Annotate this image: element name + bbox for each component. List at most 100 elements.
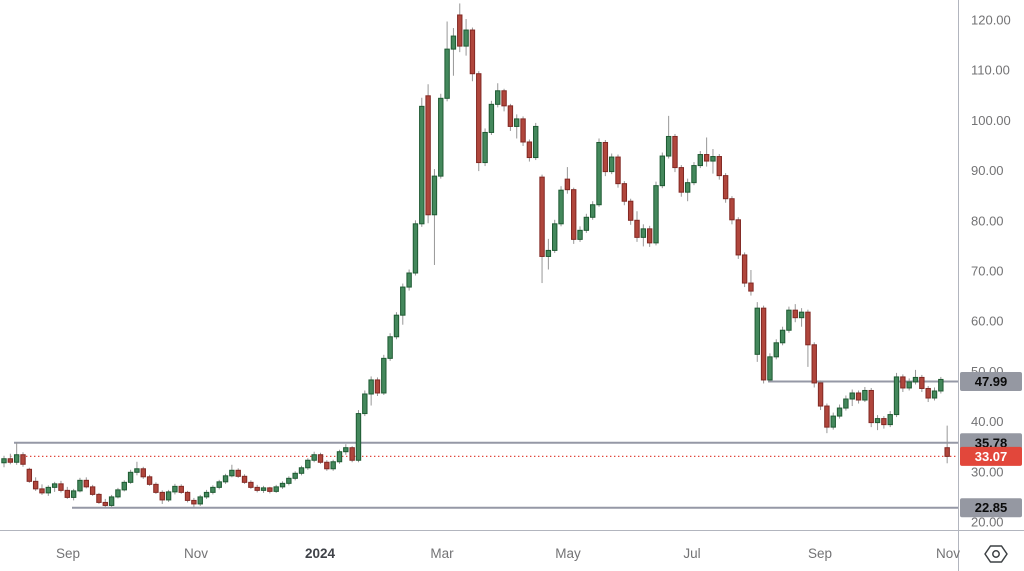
time-axis[interactable]: Sep Nov 2024 Mar May Jul Sep Nov (56, 546, 960, 561)
candle (539, 174, 545, 284)
candle (900, 374, 906, 392)
candle-body (425, 95, 431, 216)
candle-body (273, 486, 279, 492)
candle-body (697, 154, 703, 167)
candle-body (222, 475, 229, 483)
candle-body (564, 178, 571, 191)
candle-body (463, 29, 469, 47)
price-axis[interactable]: 20.0030.0040.0050.0060.0070.0080.0090.00… (971, 13, 1011, 530)
candle-body (58, 483, 64, 491)
candle-body (438, 97, 444, 177)
candle-body (729, 198, 735, 221)
candle-body (583, 216, 590, 231)
candle (254, 484, 260, 493)
candle (931, 387, 938, 401)
candle-body (874, 418, 881, 424)
candle (444, 21, 450, 102)
candle (336, 449, 343, 464)
candle-body (805, 311, 811, 346)
candle (229, 464, 235, 478)
candle-body (811, 344, 817, 384)
candle (235, 468, 241, 478)
level-price-badge-text: 47.99 (975, 374, 1008, 389)
candle-body (507, 105, 514, 127)
candle (305, 458, 311, 470)
candle-body (653, 185, 659, 244)
candle-body (900, 376, 906, 389)
candle-body (868, 389, 874, 424)
candle-body (26, 468, 33, 482)
candle (317, 452, 324, 464)
candle (381, 354, 387, 395)
candle-body (324, 461, 330, 470)
candle (786, 306, 792, 333)
candle (830, 412, 836, 430)
candle (672, 133, 678, 173)
candle-body (646, 228, 653, 244)
candle (374, 377, 381, 396)
candle-body (51, 483, 58, 488)
candle-body (248, 481, 254, 488)
candle-body (32, 480, 39, 490)
candle (577, 226, 583, 242)
candle-body (140, 468, 146, 478)
candle (760, 305, 767, 384)
candle-body (792, 309, 798, 319)
time-tick-label: Jul (683, 546, 700, 561)
candle (893, 372, 900, 418)
candle-body (77, 479, 83, 492)
candle-body (235, 469, 241, 477)
candle-body (210, 486, 216, 493)
price-tick-label: 70.00 (971, 264, 1004, 279)
candle (849, 389, 855, 407)
candle-body (419, 105, 425, 225)
candle (855, 390, 862, 404)
candle-body (577, 229, 583, 240)
candle (627, 198, 634, 225)
candle-body (621, 183, 628, 202)
candle (811, 342, 817, 388)
candle (1, 455, 7, 468)
candle-body (855, 392, 862, 401)
candle-body (710, 156, 716, 162)
candle-body (760, 307, 767, 381)
candle-body (96, 493, 102, 503)
candle-body (83, 479, 89, 488)
candle-body (830, 415, 836, 428)
chart-settings-icon[interactable] (984, 545, 1008, 563)
candle (514, 114, 520, 139)
candle (792, 304, 798, 323)
candle (121, 480, 127, 492)
candle-body (450, 35, 457, 50)
chart-pane[interactable] (1, 3, 958, 509)
candle (13, 442, 20, 465)
candle (476, 71, 482, 172)
candle-body (286, 477, 292, 484)
candle-body (919, 376, 925, 389)
candle (197, 494, 203, 506)
candle (292, 471, 298, 481)
candle-body (134, 468, 140, 473)
candle-body (343, 447, 349, 453)
price-tick-label: 120.00 (971, 13, 1011, 28)
candle-body (722, 175, 729, 200)
candle (425, 84, 431, 224)
candle (684, 178, 691, 202)
candle (881, 416, 887, 429)
candle-body (735, 219, 741, 256)
candle-body (121, 481, 127, 491)
candle (83, 477, 89, 489)
candle (779, 326, 786, 346)
candle-body (368, 379, 374, 395)
candle (564, 167, 571, 194)
candle-body (773, 342, 779, 358)
candle-body (102, 501, 108, 506)
level-price-badge-bg (960, 498, 1022, 518)
candle-body (862, 389, 868, 401)
candle (729, 196, 735, 225)
candle (710, 149, 716, 174)
candle (457, 3, 463, 53)
candle (64, 486, 70, 499)
